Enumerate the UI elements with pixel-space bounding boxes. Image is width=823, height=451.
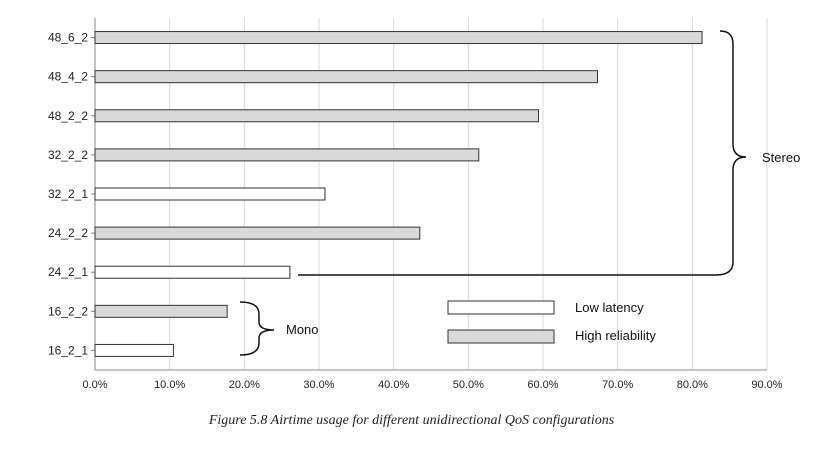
category-label: 32_2_2 [48,148,88,162]
bar-48_2_2 [94,109,540,123]
category-label: 16_2_1 [48,343,88,357]
x-tick-label: 60.0% [527,379,558,391]
x-tick-label: 30.0% [303,379,334,391]
bar-32_2_1 [94,187,326,201]
stereo-label: Stereo [762,150,800,165]
x-tick-label: 40.0% [378,379,409,391]
legend-swatch-low-latency [447,300,555,315]
bar-16_2_2 [94,304,228,318]
category-label: 16_2_2 [48,304,88,318]
category-label: 24_2_2 [48,226,88,240]
mono-label: Mono [286,322,319,337]
x-tick-label: 20.0% [229,379,260,391]
x-tick-label: 80.0% [677,379,708,391]
x-tick-labels: 0.0% 10.0% 20.0% 30.0% 40.0% 50.0% 60.0% 70.0% 8… [82,379,782,391]
category-label: 32_2_1 [48,187,88,201]
legend: Low latency High reliability [447,300,656,344]
x-tick-label: 10.0% [154,379,185,391]
x-tick-label: 70.0% [602,379,633,391]
bar-32_2_2 [94,148,480,162]
x-tick-label: 90.0% [751,379,782,391]
x-tick-label: 0.0% [82,379,107,391]
bar-48_4_2 [94,70,599,84]
mono-bracket [239,301,275,356]
stereo-bracket [298,30,747,276]
legend-swatch-high-reliability [447,329,555,344]
x-tick-label: 50.0% [453,379,484,391]
category-label: 48_6_2 [48,31,88,45]
bars [94,31,703,357]
figure-caption: Figure 5.8 Airtime usage for different u… [208,413,615,428]
category-label: 48_2_2 [48,109,88,123]
category-label: 24_2_1 [48,265,88,279]
annotation-brackets: Stereo Mono [239,30,800,356]
legend-label-high-reliability: High reliability [575,328,656,343]
category-label: 48_4_2 [48,70,88,84]
category-labels: 48_6_2 48_4_2 48_2_2 32_2_2 32_2_1 24_2_2 24_2… [48,31,88,358]
bar-24_2_1 [94,265,291,279]
bar-16_2_1 [94,343,174,357]
bar-24_2_2 [94,226,421,240]
bar-48_6_2 [94,31,703,45]
legend-label-low-latency: Low latency [575,300,644,315]
